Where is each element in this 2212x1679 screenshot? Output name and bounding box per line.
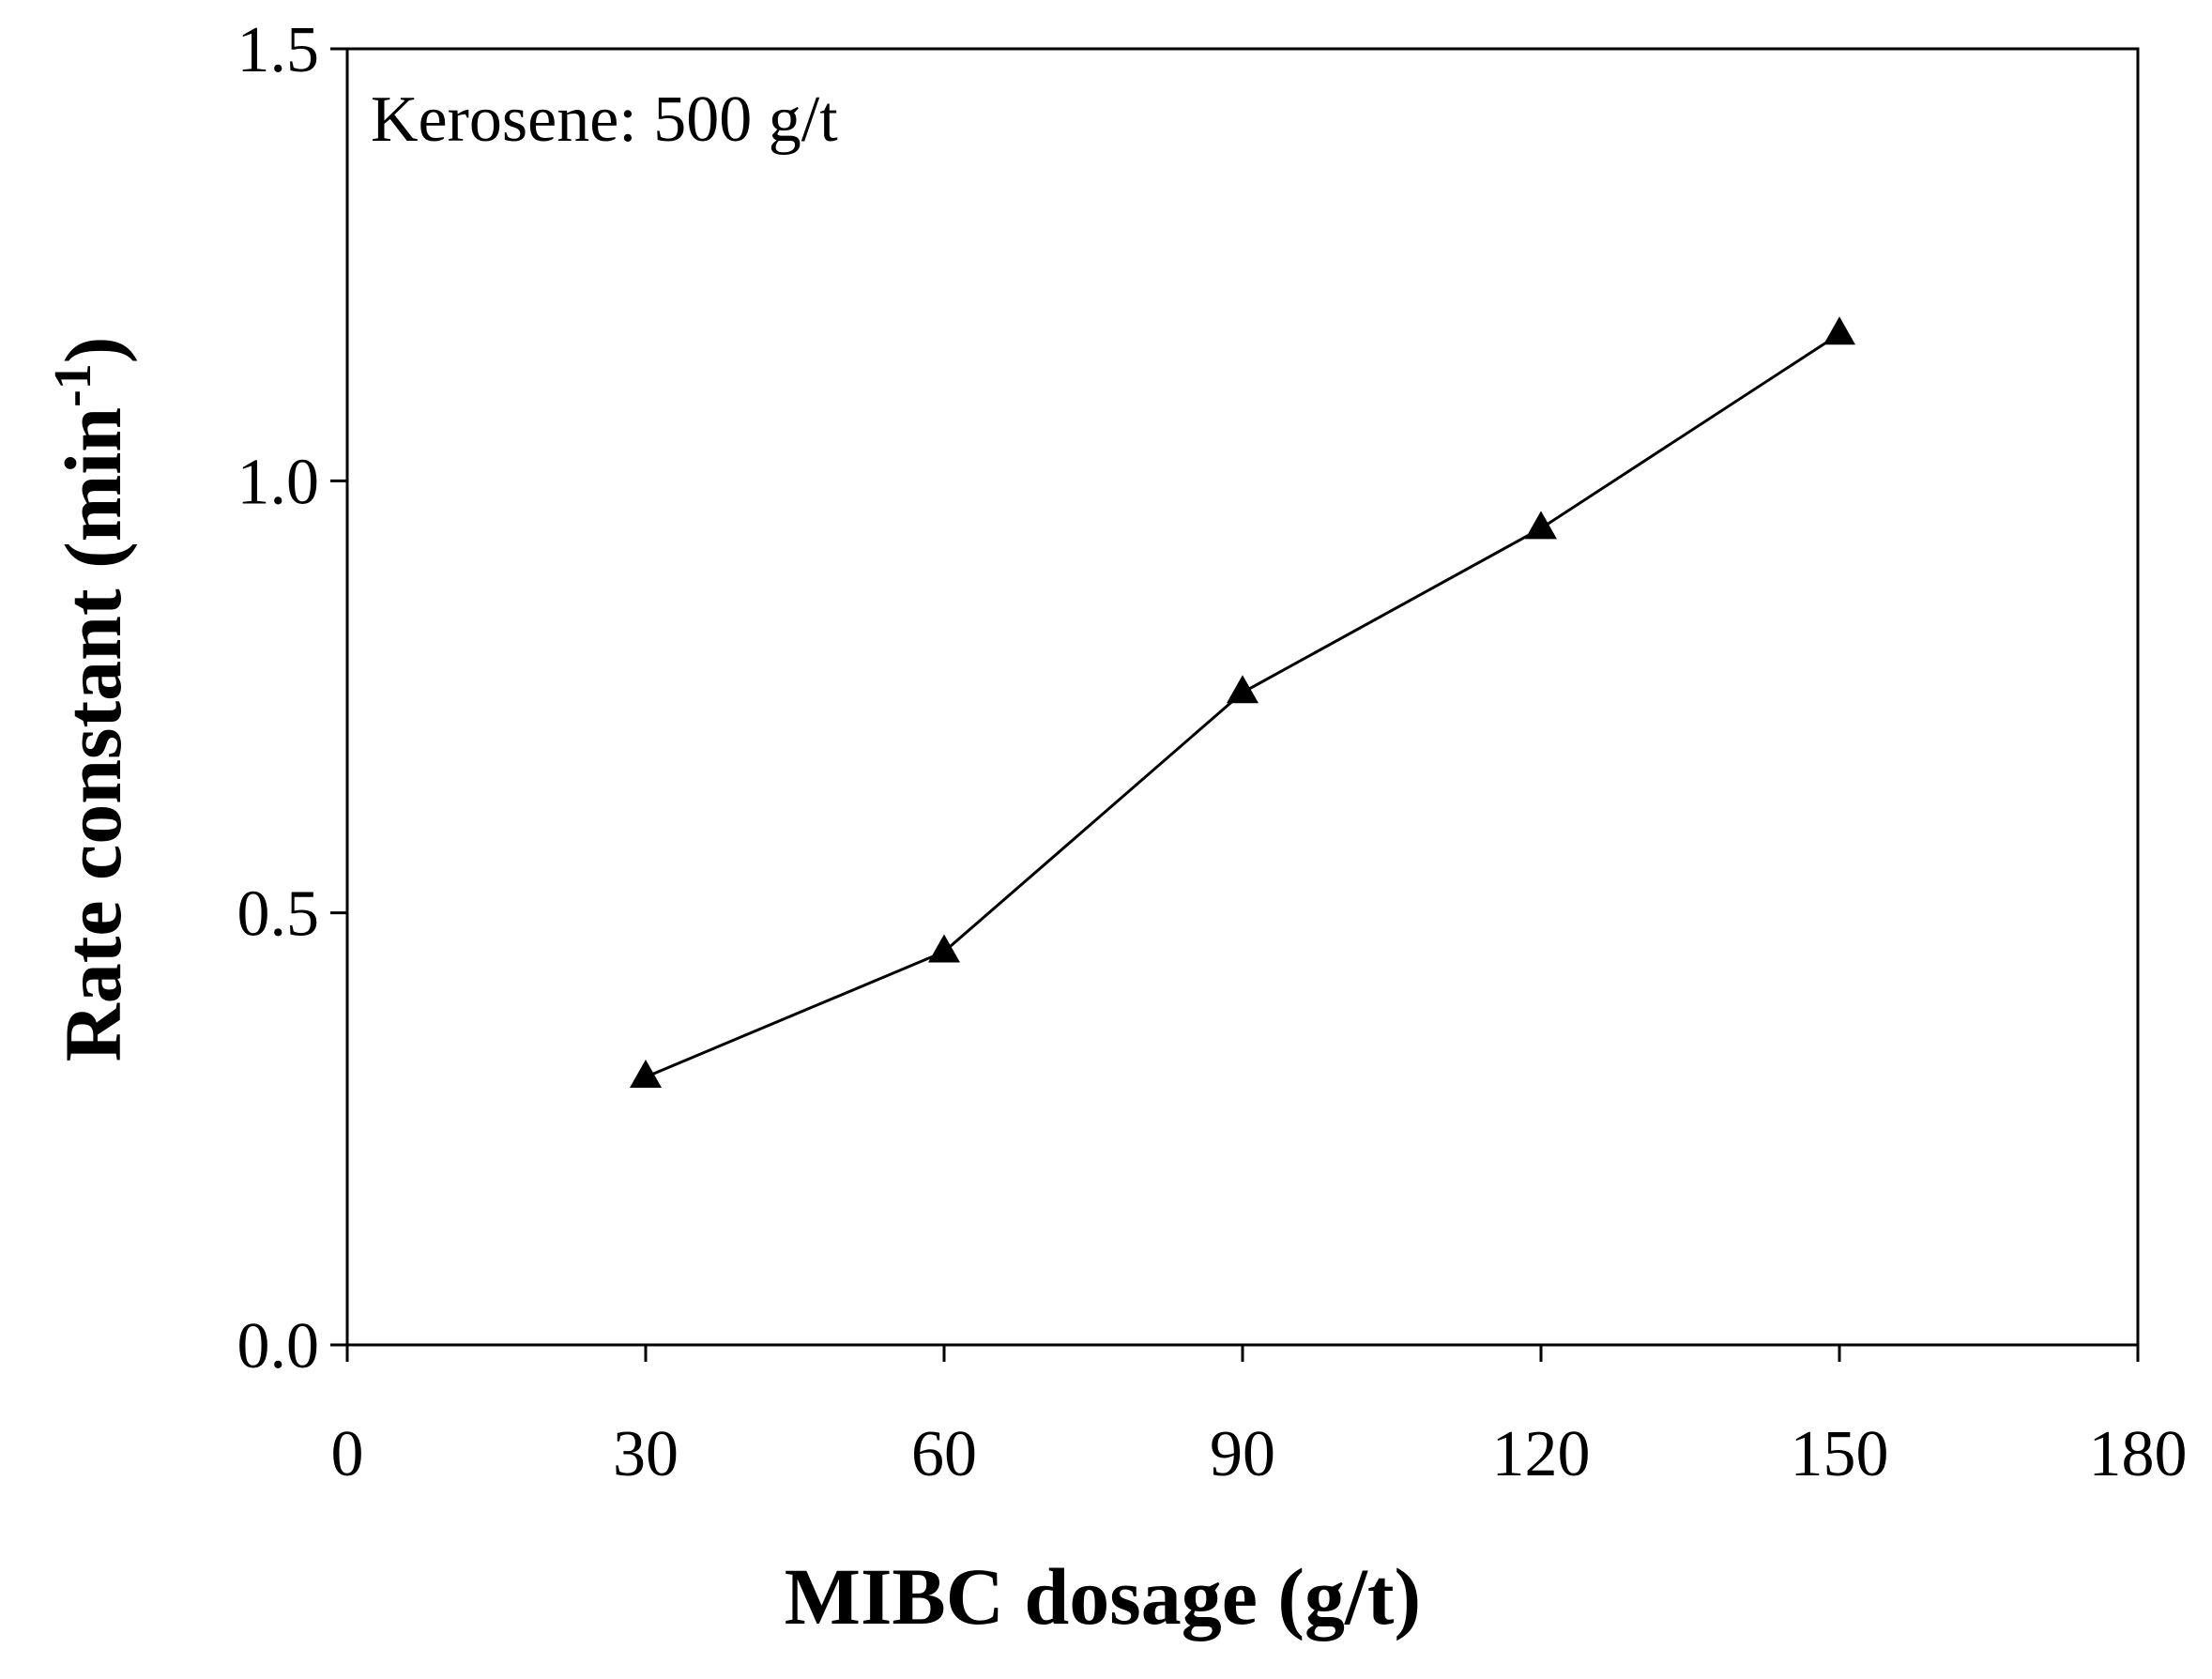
y-tick-label: 0.5 bbox=[237, 878, 320, 951]
y-axis-ticks: 0.0 0.5 1.0 1.5 bbox=[237, 14, 347, 1382]
y-axis-title-close: ) bbox=[48, 337, 138, 364]
x-tick-label: 90 bbox=[1210, 1418, 1275, 1490]
x-tick-label: 0 bbox=[331, 1418, 364, 1490]
x-tick-label: 180 bbox=[2089, 1418, 2188, 1490]
data-point-marker bbox=[1227, 675, 1259, 704]
data-point-marker bbox=[630, 1059, 662, 1088]
y-tick-label: 0.0 bbox=[237, 1310, 320, 1382]
y-axis-title-main: Rate constant (min bbox=[48, 407, 138, 1062]
x-tick-label: 30 bbox=[613, 1418, 679, 1490]
series-markers bbox=[630, 316, 1855, 1088]
y-axis-title: Rate constant (min-1) bbox=[44, 337, 138, 1062]
x-axis-title: MIBC dosage (g/t) bbox=[785, 1551, 1421, 1641]
data-point-marker bbox=[1823, 316, 1855, 345]
data-point-marker bbox=[1525, 511, 1557, 540]
data-point-marker bbox=[928, 934, 960, 963]
x-tick-label: 150 bbox=[1791, 1418, 1889, 1490]
x-tick-label: 120 bbox=[1492, 1418, 1591, 1490]
y-tick-label: 1.5 bbox=[237, 14, 320, 86]
y-axis-title-superscript: -1 bbox=[44, 363, 102, 407]
x-tick-label: 60 bbox=[911, 1418, 977, 1490]
series-line bbox=[645, 332, 1840, 1078]
annotation-kerosene: Kerosene: 500 g/t bbox=[371, 84, 838, 156]
y-tick-label: 1.0 bbox=[237, 446, 320, 518]
x-axis-ticks: 0 30 60 90 120 150 180 bbox=[331, 1345, 2188, 1490]
